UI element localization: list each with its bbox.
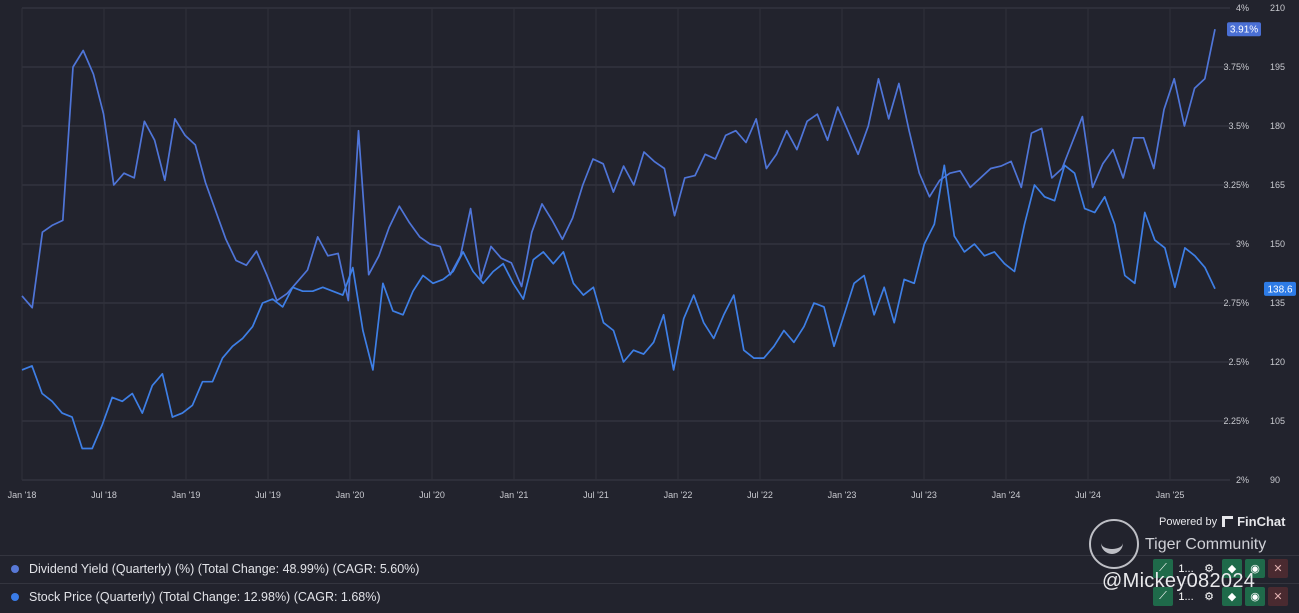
y-right-tick-label: 210 bbox=[1270, 3, 1285, 13]
line-chart: Jan '18 Jul '18 Jan '19 Jul '19 Jan '20 Jul '… bbox=[8, 3, 1296, 500]
finchat-icon bbox=[1222, 516, 1234, 527]
y-left-tick-label: 2.25% bbox=[1223, 416, 1249, 426]
sort-icon[interactable]: 1... bbox=[1178, 562, 1194, 575]
close-icon[interactable]: ✕ bbox=[1268, 559, 1288, 578]
y-right-tick-label: 195 bbox=[1270, 62, 1285, 72]
close-icon[interactable]: ✕ bbox=[1268, 587, 1288, 606]
x-tick-label: Jan '18 bbox=[8, 490, 37, 500]
tag-icon[interactable]: ◆ bbox=[1222, 559, 1242, 578]
trend-icon[interactable]: ⟋ bbox=[1153, 587, 1173, 606]
legend-item-dividend-yield[interactable]: Dividend Yield (Quarterly) (%) (Total Ch… bbox=[0, 555, 1299, 582]
legend-label-stock-price: Stock Price (Quarterly) (Total Change: 1… bbox=[29, 590, 381, 604]
y-right-tick-label: 180 bbox=[1270, 121, 1285, 131]
x-tick-label: Jan '23 bbox=[828, 490, 857, 500]
x-tick-label: Jul '23 bbox=[911, 490, 937, 500]
x-tick-label: Jan '22 bbox=[664, 490, 693, 500]
x-tick-label: Jul '22 bbox=[747, 490, 773, 500]
y-left-tick-label: 3.75% bbox=[1223, 62, 1249, 72]
grid-lines bbox=[21, 7, 1230, 481]
x-tick-label: Jul '21 bbox=[583, 490, 609, 500]
gear-icon[interactable]: ⚙ bbox=[1204, 563, 1214, 575]
user-handle: @Mickey082024 bbox=[1102, 570, 1256, 592]
y-right-tick-label: 90 bbox=[1270, 475, 1280, 485]
stock-price-line bbox=[21, 164, 1216, 450]
x-axis-labels: Jan '18 Jul '18 Jan '19 Jul '19 Jan '20 Jul '… bbox=[8, 490, 1185, 500]
x-tick-label: Jul '20 bbox=[419, 490, 445, 500]
y-axis-labels: 4% 210 3.75% 195 3.5% 180 3.25% 165 3% 150 2.75% 13… bbox=[1223, 3, 1285, 485]
eye-icon[interactable]: ◉ bbox=[1245, 559, 1265, 578]
tiger-community-watermark: Tiger Community bbox=[1089, 519, 1266, 569]
x-tick-label: Jan '21 bbox=[500, 490, 529, 500]
dividend-yield-line bbox=[21, 29, 1216, 309]
y-left-tick-label: 3.25% bbox=[1223, 180, 1249, 190]
gear-icon[interactable]: ⚙ bbox=[1204, 591, 1214, 603]
eye-icon[interactable]: ◉ bbox=[1245, 587, 1265, 606]
y-left-tick-label: 3.5% bbox=[1228, 121, 1249, 131]
legend-dot-stock-price bbox=[11, 593, 19, 601]
x-tick-label: Jan '20 bbox=[336, 490, 365, 500]
trend-icon[interactable]: ⟋ bbox=[1153, 559, 1173, 578]
y-right-tick-label: 165 bbox=[1270, 180, 1285, 190]
x-tick-label: Jan '24 bbox=[992, 490, 1021, 500]
legend-item-stock-price[interactable]: Stock Price (Quarterly) (Total Change: 1… bbox=[0, 583, 1299, 610]
tiger-logo-icon bbox=[1089, 519, 1139, 569]
y-right-tick-label: 105 bbox=[1270, 416, 1285, 426]
y-right-tick-label: 150 bbox=[1270, 239, 1285, 249]
finchat-logo: FinChat bbox=[1222, 514, 1285, 529]
last-value-badges: 3.91% 138.6 bbox=[1227, 22, 1296, 296]
x-tick-label: Jul '18 bbox=[91, 490, 117, 500]
finchat-text: FinChat bbox=[1237, 514, 1286, 529]
y-left-tick-label: 2.5% bbox=[1228, 357, 1249, 367]
tag-icon[interactable]: ◆ bbox=[1222, 587, 1242, 606]
dividend-yield-last-badge: 3.91% bbox=[1227, 22, 1261, 37]
y-left-tick-label: 4% bbox=[1236, 3, 1249, 13]
x-tick-label: Jul '19 bbox=[255, 490, 281, 500]
sort-icon[interactable]: 1... bbox=[1178, 590, 1194, 603]
y-right-tick-label: 135 bbox=[1270, 298, 1285, 308]
series-toolbar-1: ⟋ 1... ⚙ ◆ ◉ ✕ bbox=[1153, 559, 1288, 578]
tiger-community-text: Tiger Community bbox=[1145, 536, 1267, 553]
y-left-tick-label: 2% bbox=[1236, 475, 1249, 485]
y-left-tick-label: 3% bbox=[1236, 239, 1249, 249]
stock-price-last-badge: 138.6 bbox=[1264, 281, 1296, 296]
legend-label-dividend-yield: Dividend Yield (Quarterly) (%) (Total Ch… bbox=[29, 562, 420, 576]
y-right-tick-label: 120 bbox=[1270, 357, 1285, 367]
series-toolbar-2: ⟋ 1... ⚙ ◆ ◉ ✕ bbox=[1153, 587, 1288, 606]
powered-by-text: Powered by bbox=[1159, 515, 1218, 528]
x-tick-label: Jul '24 bbox=[1075, 490, 1101, 500]
series-lines bbox=[21, 29, 1216, 450]
last-value-label: 138.6 bbox=[1267, 284, 1292, 295]
legend-dot-dividend-yield bbox=[11, 565, 19, 573]
x-tick-label: Jan '19 bbox=[172, 490, 201, 500]
x-tick-label: Jan '25 bbox=[1156, 490, 1185, 500]
last-value-label: 3.91% bbox=[1230, 25, 1258, 36]
y-left-tick-label: 2.75% bbox=[1223, 298, 1249, 308]
powered-by: Powered by FinChat bbox=[1159, 514, 1285, 529]
